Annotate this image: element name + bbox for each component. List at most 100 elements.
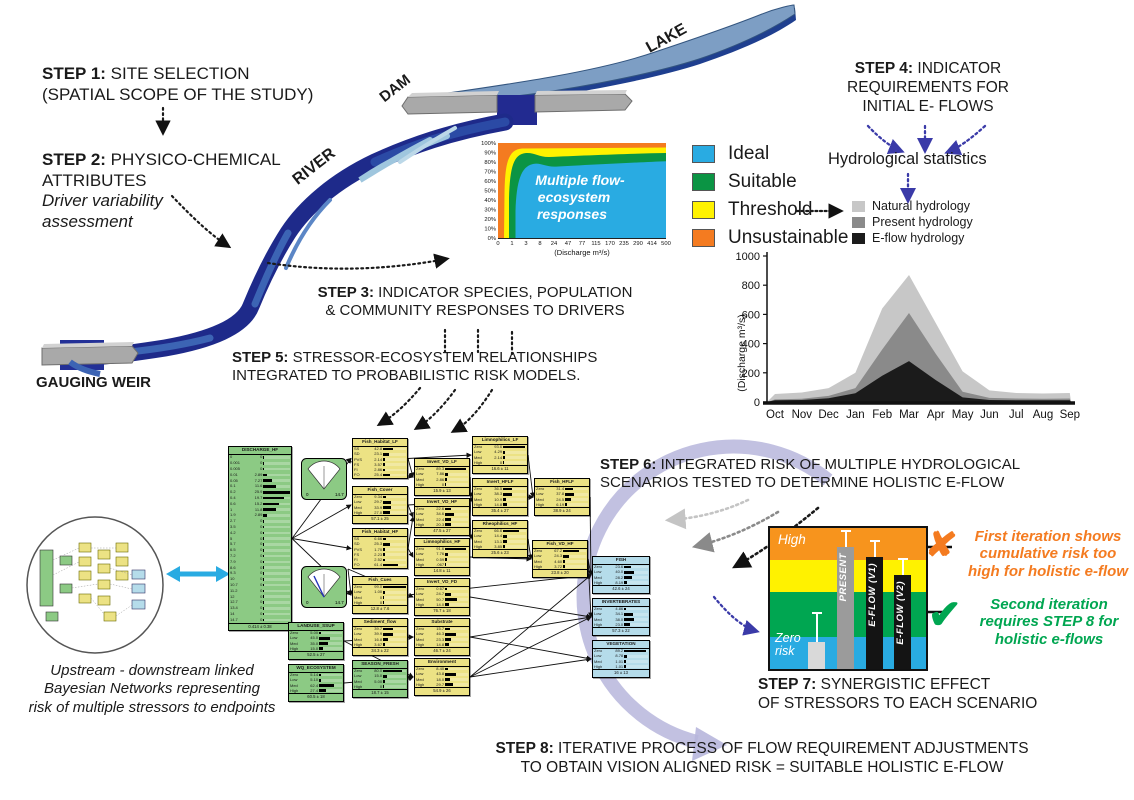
svg-text:Apr: Apr (927, 409, 945, 421)
svg-text:90%: 90% (484, 151, 496, 157)
link-arrow (166, 566, 230, 582)
hydrology-legend-item: Natural hydrology (852, 198, 973, 214)
legend-swatch (692, 201, 715, 219)
legend-label: Natural hydrology (872, 199, 970, 213)
svg-text:Jan: Jan (846, 409, 865, 421)
svg-text:290: 290 (633, 241, 643, 247)
svg-text:1: 1 (510, 241, 513, 247)
svg-text:May: May (952, 409, 974, 421)
risk-bar: E-FLOW (V2) (894, 575, 911, 669)
risk-bar: PRESENT (837, 547, 854, 669)
svg-text:20%: 20% (484, 217, 496, 223)
bn-node-fish: FISH Zero 23.6 Low 40.0 Med 28.2 High 8.19 42.6 ±… (592, 556, 650, 594)
bn-node-fish_habitat_hf: Fish_Habitat_HF SS 6.66 SD 25.3 PVS 1.70 FS 2.23… (352, 528, 408, 569)
first-iteration-note: First iteration shows cumulative risk too… (968, 528, 1128, 580)
svg-text:0: 0 (496, 241, 499, 247)
svg-text:1000: 1000 (736, 251, 760, 263)
bn-node-rheophilics_hf: Rheophilics_HF Zero 66.6 Low 14.4 Med 13.1 High… (472, 520, 528, 558)
check-icon: ✔ (928, 593, 962, 637)
gauge-node: 014.7DISCHARGE.. (300, 458, 348, 500)
legend-label: Ideal (728, 143, 770, 164)
hydrograph-chart: 0 200 400 600 800 1000 Oct Nov Dec Jan Feb Mar Apr Ma… (736, 251, 1081, 421)
bn-node-season_fresh: SEASON_FRESH Zero 80.0 Low 15.0 Med 5.00 High 0 1… (352, 660, 408, 698)
flow-legend-item: Threshold (692, 196, 848, 224)
bn-node-substrate: Substrate Zero 15.7 Low 46.3 Med 23.3 High 14.8 4… (414, 618, 470, 656)
svg-text:Aug: Aug (1033, 409, 1053, 421)
svg-text:800: 800 (742, 280, 760, 292)
svg-text:100%: 100% (481, 141, 496, 147)
bn-node-invertebrates: INVERTEBRATES Zero 4.86 Low 34.1 Med 38.0 High 2… (592, 598, 650, 636)
bn-node-discharge_hf: DISCHARGE_HF 0 0 0.001 0 0.005 0 0.01 2.89 0.05 7.… (228, 446, 292, 631)
cycle-arrow (576, 439, 833, 761)
legend-label: Suitable (728, 171, 797, 192)
svg-text:40%: 40% (484, 198, 496, 204)
svg-text:70%: 70% (484, 170, 496, 176)
svg-text:235: 235 (619, 241, 629, 247)
svg-text:414: 414 (647, 241, 657, 247)
legend-swatch (692, 229, 715, 247)
bn-node-fish_cues: Fish_Cues Zero 99.0 Low 1.00 Med 0 High 0 12.8 ± … (352, 576, 408, 614)
svg-text:ecosystem: ecosystem (538, 189, 610, 205)
step-3-text: STEP 3: INDICATOR SPECIES, POPULATION & … (317, 284, 633, 320)
svg-text:Mar: Mar (899, 409, 919, 421)
bn-node-invert_vd_hf: Invert_VD_HF Zero 22.6 Low 34.6 Med 22.4 High 20… (414, 498, 470, 536)
svg-text:responses: responses (537, 206, 607, 222)
bn-node-fish_cover: Fish_Cover Zero 9.34 Low 29.7 Med 33.9 High 27.0… (352, 486, 408, 524)
legend-swatch (852, 200, 865, 212)
flow-legend-item: Ideal (692, 140, 848, 168)
hydrology-legend-item: E-flow hydrology (852, 230, 973, 246)
svg-text:Feb: Feb (872, 409, 892, 421)
step-7-text: STEP 7: SYNERGISTIC EFFECT OF STRESSORS … (758, 676, 1038, 712)
cross-icon: ✘ (923, 522, 959, 567)
mini-bayesian-network (26, 516, 164, 654)
svg-text:Sep: Sep (1060, 409, 1080, 421)
bn-node-wq_ecosystem: WQ_ECOSYSTEM Zero 5.14 Low 5.10 Med 62.4 High 27… (288, 664, 344, 702)
svg-text:80%: 80% (484, 160, 496, 166)
svg-text:8: 8 (538, 241, 541, 247)
hydrology-legend: Natural hydrology Present hydrology E-flow… (852, 198, 973, 246)
risk-bar (808, 642, 825, 669)
risk-zero-label: Zero risk (775, 631, 801, 659)
svg-text:115: 115 (591, 241, 600, 247)
hydrograph-ylabel: (Discharge m³/s) (736, 314, 748, 392)
svg-text:14.7: 14.7 (335, 600, 344, 605)
gauge-node: 014.7DISCHARGE.. (300, 566, 348, 608)
flow-chart-xlabel: (Discharge m³/s) (554, 248, 610, 257)
svg-text:Multiple flow-: Multiple flow- (535, 172, 625, 188)
flow-chart-yticks: 100% 90% 80% 70% 60% 50% 40% 30% 20% 10% 0% (481, 141, 496, 242)
svg-text:24: 24 (551, 241, 558, 247)
gauging-weir-label: GAUGING WEIR (36, 374, 151, 391)
bn-node-vegetation: VEGETATION Zero 89.2 Low 8.78 Med 1.01 High 1.01… (592, 640, 650, 678)
svg-text:0: 0 (306, 492, 309, 497)
bn-node-limnophilics_lf: Limnophilics_LF Zero 93.6 Low 4.29 Med 2.14 Hig… (472, 436, 528, 474)
legend-swatch (692, 145, 715, 163)
step-1-text: STEP 1: SITE SELECTION (SPATIAL SCOPE OF… (42, 64, 314, 104)
legend-label: E-flow hydrology (872, 231, 965, 245)
svg-text:0: 0 (306, 600, 309, 605)
bn-node-landuse_ssup: LANDUSE_SSUP Zero 5.00 Low 45.0 Med 35.0 High 15… (288, 622, 344, 660)
svg-text:600: 600 (742, 309, 760, 321)
svg-text:Jul: Jul (1009, 409, 1024, 421)
blue-dotted-arrows (712, 124, 987, 636)
svg-text:500: 500 (661, 241, 671, 247)
step-8-text: STEP 8: ITERATIVE PROCESS OF FLOW REQUIR… (495, 740, 1029, 776)
flow-zone-legend: Ideal Suitable Threshold Unsustainable (692, 140, 848, 252)
svg-text:Jun: Jun (980, 409, 999, 421)
step-2-text: STEP 2: PHYSICO-CHEMICAL ATTRIBUTES Driv… (42, 150, 281, 232)
svg-text:0: 0 (754, 397, 760, 409)
step-5-text: STEP 5: STRESSOR-ECOSYSTEM RELATIONSHIPS… (232, 349, 598, 385)
svg-text:30%: 30% (484, 208, 496, 214)
svg-text:60%: 60% (484, 179, 496, 185)
second-iteration-note: Second iteration requires STEP 8 for holis… (979, 596, 1119, 648)
flow-ecosystem-chart: Multiple flow- ecosystem responses 100% 9… (481, 141, 671, 257)
svg-text:50%: 50% (484, 189, 496, 195)
svg-text:3: 3 (524, 241, 527, 247)
risk-scenario-chart: High Zero risk PRESENT E-FLOW (V1) E-FLOW … (768, 526, 928, 671)
bn-node-invert_vd_lf: Invert_VD_LF Zero 89.3 Low 7.86 Med 2.86 High 0 1… (414, 458, 470, 496)
flow-legend-item: Unsustainable (692, 224, 848, 252)
svg-text:77: 77 (579, 241, 585, 247)
svg-text:10%: 10% (484, 227, 496, 233)
svg-text:47: 47 (565, 241, 571, 247)
